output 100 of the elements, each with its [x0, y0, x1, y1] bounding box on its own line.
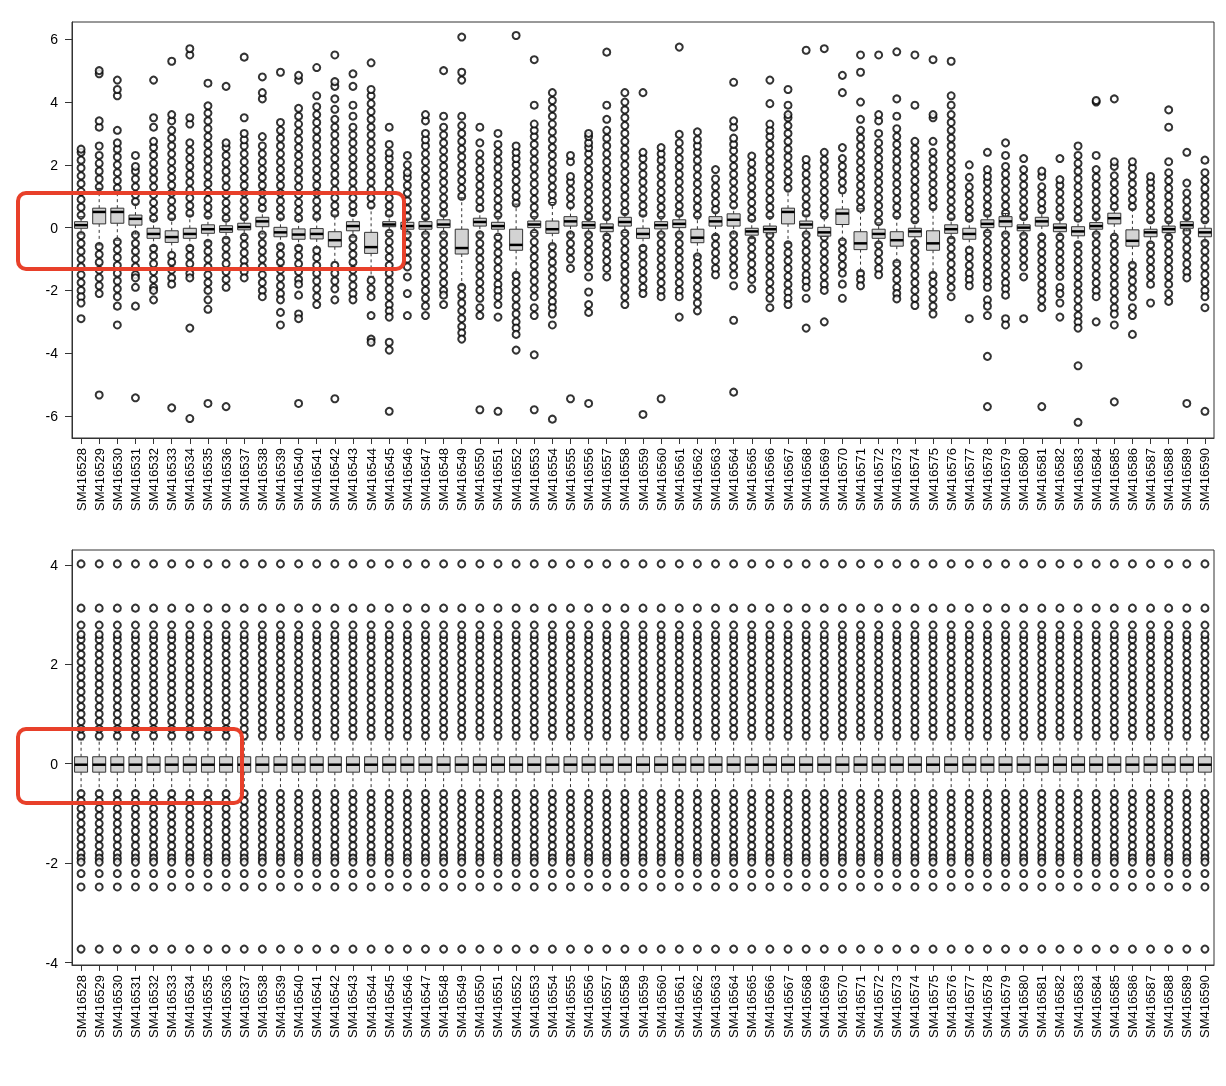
x-tick-label: SM416541 — [309, 975, 325, 1038]
x-tick-label: SM416537 — [236, 448, 252, 511]
x-tick-label: SM416573 — [889, 975, 905, 1038]
x-tick-label: SM416533 — [164, 975, 180, 1038]
x-tick-label: SM416565 — [744, 448, 760, 511]
x-tick-label: SM416572 — [871, 448, 887, 511]
x-tick-label: SM416529 — [91, 448, 107, 511]
x-tick-label: SM416567 — [780, 448, 796, 511]
x-tick-label: SM416581 — [1034, 448, 1050, 511]
x-tick-label: SM416559 — [635, 448, 651, 511]
x-tick-label: SM416557 — [599, 975, 615, 1038]
x-tick-label: SM416543 — [345, 975, 361, 1038]
x-tick-label: SM416563 — [708, 448, 724, 511]
x-tick-label: SM416564 — [726, 448, 742, 511]
x-tick-label: SM416553 — [526, 448, 542, 511]
x-tick-label: SM416583 — [1070, 975, 1086, 1038]
x-tick-label: SM416579 — [998, 448, 1014, 511]
x-tick-label: SM416544 — [363, 975, 379, 1038]
x-tick-label: SM416577 — [961, 448, 977, 511]
x-tick-label: SM416531 — [127, 975, 143, 1038]
x-tick-label: SM416533 — [164, 448, 180, 511]
x-tick-label: SM416584 — [1088, 448, 1104, 511]
y-tick-label: -2 — [45, 282, 59, 299]
x-tick-label: SM416551 — [490, 448, 506, 511]
x-tick-label: SM416562 — [689, 448, 705, 511]
x-tick-label: SM416589 — [1179, 448, 1195, 511]
x-tick-label: SM416563 — [708, 975, 724, 1038]
x-tick-label: SM416561 — [671, 448, 687, 511]
x-tick-label: SM416580 — [1016, 448, 1032, 511]
x-tick-label: SM416569 — [816, 975, 832, 1038]
x-tick-label: SM416577 — [961, 975, 977, 1038]
x-tick-label: SM416548 — [436, 975, 452, 1038]
x-tick-label: SM416534 — [182, 448, 198, 511]
x-tick-label: SM416561 — [671, 975, 687, 1038]
x-tick-label: SM416539 — [272, 975, 288, 1038]
x-tick-label: SM416562 — [689, 975, 705, 1038]
x-tick-label: SM416537 — [236, 975, 252, 1038]
x-tick-label: SM416560 — [653, 448, 669, 511]
y-tick-label: 4 — [50, 556, 59, 573]
x-tick-label: SM416538 — [254, 975, 270, 1038]
x-tick-label: SM416588 — [1161, 975, 1177, 1038]
x-tick-label: SM416578 — [979, 975, 995, 1038]
x-tick-label: SM416587 — [1143, 975, 1159, 1038]
x-tick-label: SM416583 — [1070, 448, 1086, 511]
x-tick-label: SM416556 — [581, 975, 597, 1038]
x-tick-label: SM416549 — [454, 448, 470, 511]
x-tick-label: SM416550 — [472, 448, 488, 511]
x-tick-label: SM416581 — [1034, 975, 1050, 1038]
x-tick-label: SM416573 — [889, 448, 905, 511]
x-tick-label: SM416536 — [218, 975, 234, 1038]
x-tick-label: SM416589 — [1179, 975, 1195, 1038]
x-tick-label: SM416565 — [744, 975, 760, 1038]
x-tick-label: SM416586 — [1124, 448, 1140, 511]
x-tick-label: SM416566 — [762, 975, 778, 1038]
x-tick-label: SM416570 — [834, 975, 850, 1038]
x-tick-label: SM416572 — [871, 975, 887, 1038]
x-tick-label: SM416540 — [291, 448, 307, 511]
y-tick-label: -2 — [45, 855, 59, 872]
x-tick-label: SM416582 — [1052, 448, 1068, 511]
x-tick-label: SM416542 — [327, 975, 343, 1038]
x-tick-label: SM416571 — [853, 448, 869, 511]
x-tick-label: SM416528 — [73, 975, 89, 1038]
x-tick-label: SM416535 — [200, 975, 216, 1038]
x-tick-label: SM416580 — [1016, 975, 1032, 1038]
x-tick-label: SM416545 — [381, 448, 397, 511]
y-tick-label: 4 — [50, 94, 59, 111]
y-tick-label: 2 — [50, 156, 59, 173]
x-tick-label: SM416556 — [581, 448, 597, 511]
x-tick-label: SM416557 — [599, 448, 615, 511]
x-tick-label: SM416558 — [617, 975, 633, 1038]
x-tick-label: SM416532 — [146, 448, 162, 511]
x-tick-label: SM416574 — [907, 975, 923, 1038]
x-tick-label: SM416546 — [399, 975, 415, 1038]
x-tick-label: SM416552 — [508, 975, 524, 1038]
x-tick-label: SM416543 — [345, 448, 361, 511]
x-tick-label: SM416575 — [925, 448, 941, 511]
x-tick-label: SM416576 — [943, 975, 959, 1038]
x-tick-label: SM416545 — [381, 975, 397, 1038]
x-tick-label: SM416554 — [544, 448, 560, 511]
x-tick-label: SM416539 — [272, 448, 288, 511]
x-tick-label: SM416547 — [417, 448, 433, 511]
x-tick-label: SM416555 — [562, 975, 578, 1038]
x-tick-label: SM416571 — [853, 975, 869, 1038]
x-tick-label: SM416558 — [617, 448, 633, 511]
x-tick-label: SM416575 — [925, 975, 941, 1038]
x-tick-label: SM416544 — [363, 448, 379, 511]
x-tick-label: SM416555 — [562, 448, 578, 511]
x-tick-label: SM416566 — [762, 448, 778, 511]
x-tick-label: SM416548 — [436, 448, 452, 511]
x-tick-label: SM416582 — [1052, 975, 1068, 1038]
x-tick-label: SM416585 — [1106, 448, 1122, 511]
x-tick-label: SM416584 — [1088, 975, 1104, 1038]
x-tick-label: SM416541 — [309, 448, 325, 511]
x-tick-label: SM416531 — [127, 448, 143, 511]
y-tick-label: -6 — [45, 408, 59, 425]
x-tick-label: SM416530 — [109, 448, 125, 511]
x-tick-label: SM416554 — [544, 975, 560, 1038]
x-tick-label: SM416590 — [1197, 448, 1213, 511]
x-tick-label: SM416570 — [834, 448, 850, 511]
x-tick-label: SM416538 — [254, 448, 270, 511]
